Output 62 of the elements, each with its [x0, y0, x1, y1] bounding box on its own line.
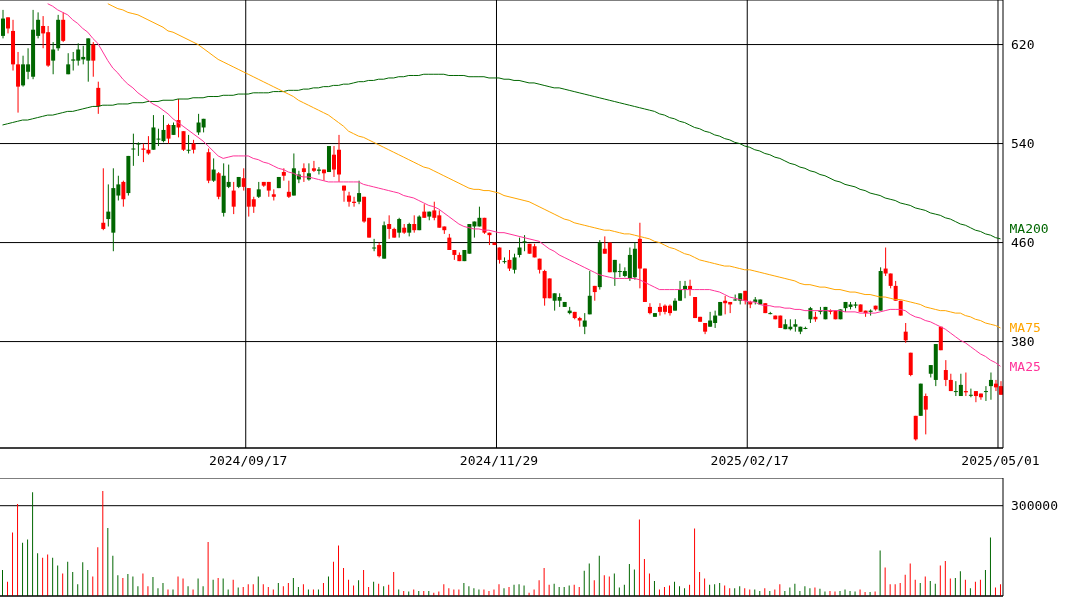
- x-tick-label: 2025/05/01: [961, 453, 1040, 469]
- candlestick: [988, 372, 993, 401]
- candlestick: [151, 114, 156, 151]
- x-tick-label: 2025/02/17: [710, 453, 789, 469]
- candlestick: [507, 249, 512, 272]
- candlestick: [186, 134, 191, 154]
- candlestick: [943, 359, 948, 387]
- candlestick: [883, 247, 888, 277]
- candlestick: [311, 160, 316, 173]
- candlestick: [61, 11, 66, 43]
- y-tick-label: 540: [1011, 136, 1035, 152]
- line-series: [2, 73, 1001, 240]
- y-tick-label: 460: [1011, 235, 1035, 251]
- candlestick: [166, 123, 171, 145]
- candlestick: [903, 322, 908, 344]
- series-label: MA25: [1009, 358, 1041, 374]
- candlestick: [181, 130, 186, 152]
- candlestick: [397, 217, 402, 239]
- candlestick: [91, 41, 96, 78]
- candlestick: [582, 312, 587, 335]
- candlestick: [16, 51, 21, 114]
- candlestick: [51, 41, 56, 75]
- y-tick-label: 300000: [1011, 498, 1058, 514]
- candlestick: [893, 280, 898, 302]
- candlestick: [647, 302, 652, 315]
- candlestick: [372, 238, 377, 252]
- candlestick: [517, 237, 522, 258]
- candlestick: [216, 171, 221, 200]
- series-label: MA200: [1009, 221, 1049, 237]
- candlestick: [286, 180, 291, 199]
- candlestick: [923, 393, 928, 435]
- candlestick: [708, 311, 713, 328]
- candlestick: [357, 180, 362, 205]
- candlestick: [387, 214, 392, 240]
- candlestick: [512, 253, 517, 274]
- x-tick-label: 2024/11/29: [459, 453, 539, 469]
- candlestick: [136, 141, 141, 157]
- candlestick: [678, 280, 683, 302]
- x-tick-label: 2024/09/17: [209, 453, 288, 469]
- candlestick: [342, 185, 347, 203]
- y-tick-label: 380: [1011, 334, 1035, 350]
- candlestick: [913, 415, 918, 442]
- candlestick: [983, 385, 988, 402]
- candlestick: [121, 180, 126, 208]
- candlestick: [301, 162, 306, 183]
- candlestick: [211, 157, 216, 183]
- candlestick: [1, 9, 5, 39]
- candlestick: [131, 133, 136, 167]
- candlestick: [21, 55, 26, 88]
- candlestick: [96, 81, 101, 115]
- candlestick: [71, 51, 76, 72]
- line-series: [107, 3, 1001, 329]
- y-tick-label: 620: [1011, 37, 1035, 53]
- candlestick: [968, 388, 973, 398]
- candlestick: [231, 181, 236, 215]
- line-series: [47, 3, 1001, 367]
- candlestick: [101, 167, 106, 231]
- candlestick: [241, 167, 246, 192]
- series-label: MA75: [1009, 320, 1041, 336]
- candlestick: [347, 191, 352, 208]
- candlestick: [587, 270, 592, 315]
- candlestick: [502, 256, 507, 265]
